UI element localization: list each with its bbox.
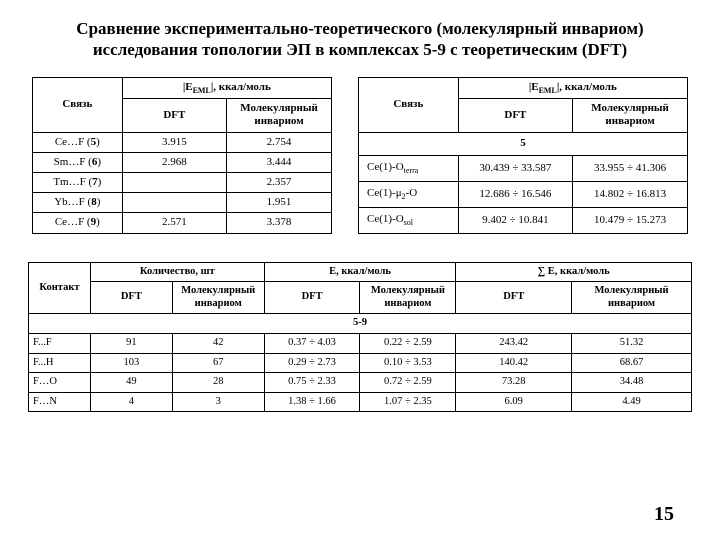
- t3-qd: 4: [90, 392, 172, 412]
- page: Сравнение экспериментально-теоретическог…: [0, 0, 720, 540]
- t2-body: 5: [359, 132, 688, 156]
- t3-em: 0.22 ÷ 2.59: [360, 333, 456, 353]
- table-row: Tm…F (7) 2.357: [33, 173, 332, 193]
- t1-dft: [122, 193, 226, 213]
- t1-mi: 3.444: [227, 152, 332, 172]
- t2-mi: 33.955 ÷ 41.306: [573, 156, 688, 182]
- t1-dft: [122, 173, 226, 193]
- table-row: Yb…F (8) 1.951: [33, 193, 332, 213]
- t3-head-e: E, ккал/моль: [264, 262, 456, 282]
- t3-head-sum: ∑ E, ккал/моль: [456, 262, 692, 282]
- t1-mi: 1.951: [227, 193, 332, 213]
- t3-contact: F...F: [29, 333, 91, 353]
- t3-qd: 49: [90, 373, 172, 393]
- t3-ed: 0.29 ÷ 2.73: [264, 353, 360, 373]
- t3-sd: 73.28: [456, 373, 572, 393]
- page-number: 15: [654, 503, 674, 526]
- t1-bond: Ce…F (5): [33, 132, 123, 152]
- t3-head-contact: Контакт: [29, 262, 91, 314]
- t2-head-energy: |EEML|, ккал/моль: [458, 77, 687, 99]
- t1-sub-dft: DFT: [122, 99, 226, 132]
- t2-bond: Ce(1)-Osol: [359, 207, 459, 233]
- t3-qd: 91: [90, 333, 172, 353]
- t3-em: 1.07 ÷ 2.35: [360, 392, 456, 412]
- t2-dft: 30.439 ÷ 33.587: [458, 156, 573, 182]
- table-bond-energy-left: Связь |EEML|, ккал/моль DFT Молекулярный…: [32, 77, 332, 234]
- t2-bond: Ce(1)-Oterra: [359, 156, 459, 182]
- table-row: F…O 49 28 0.75 ÷ 2.33 0.72 ÷ 2.59 73.28 …: [29, 373, 692, 393]
- t3-contact: F...H: [29, 353, 91, 373]
- t2-dft: 9.402 ÷ 10.841: [458, 207, 573, 233]
- t2-head-bond: Связь: [359, 77, 459, 132]
- table-row: F...F 91 42 0.37 ÷ 4.03 0.22 ÷ 2.59 243.…: [29, 333, 692, 353]
- t3-section-row: 5-9: [29, 314, 692, 334]
- t3-qty-dft: DFT: [90, 282, 172, 314]
- t3-sm: 51.32: [572, 333, 692, 353]
- t3-body: 5-9: [29, 314, 692, 334]
- t3-sum-mi: Молекулярный инвариом: [572, 282, 692, 314]
- t3-qm: 28: [172, 373, 264, 393]
- t1-dft: 2.571: [122, 213, 226, 233]
- table-contacts: Контакт Количество, шт E, ккал/моль ∑ E,…: [28, 262, 692, 413]
- t1-mi: 2.357: [227, 173, 332, 193]
- t3-qm: 42: [172, 333, 264, 353]
- t3-sd: 6.09: [456, 392, 572, 412]
- t2-rows: Ce(1)-Oterra 30.439 ÷ 33.587 33.955 ÷ 41…: [359, 156, 688, 233]
- t3-sm: 68.67: [572, 353, 692, 373]
- t1-bond: Ce…F (9): [33, 213, 123, 233]
- t2-dft: 12.686 ÷ 16.546: [458, 182, 573, 208]
- t3-ed: 0.75 ÷ 2.33: [264, 373, 360, 393]
- page-title: Сравнение экспериментально-теоретическог…: [28, 18, 692, 61]
- t1-mi: 3.378: [227, 213, 332, 233]
- t3-sd: 140.42: [456, 353, 572, 373]
- t1-dft: 2.968: [122, 152, 226, 172]
- t3-contact: F…O: [29, 373, 91, 393]
- t3-qty-mi: Молекулярный инвариом: [172, 282, 264, 314]
- t1-mi: 2.754: [227, 132, 332, 152]
- t3-section-label: 5-9: [29, 314, 692, 334]
- t1-head-bond: Связь: [33, 77, 123, 132]
- t3-ed: 0.37 ÷ 4.03: [264, 333, 360, 353]
- t3-sm: 4.49: [572, 392, 692, 412]
- t2-mi: 10.479 ÷ 15.273: [573, 207, 688, 233]
- t3-e-dft: DFT: [264, 282, 360, 314]
- t1-bond: Sm…F (6): [33, 152, 123, 172]
- table-bond-energy-right: Связь |EEML|, ккал/моль DFT Молекулярный…: [358, 77, 688, 234]
- t3-qm: 67: [172, 353, 264, 373]
- top-tables-row: Связь |EEML|, ккал/моль DFT Молекулярный…: [28, 77, 692, 234]
- t2-sub-dft: DFT: [458, 99, 573, 132]
- t1-bond: Yb…F (8): [33, 193, 123, 213]
- t3-head-qty: Количество, шт: [90, 262, 264, 282]
- t3-em: 0.10 ÷ 3.53: [360, 353, 456, 373]
- t3-qm: 3: [172, 392, 264, 412]
- t2-bond: Ce(1)-μ2-O: [359, 182, 459, 208]
- t1-bond: Tm…F (7): [33, 173, 123, 193]
- table-row: Ce(1)-Oterra 30.439 ÷ 33.587 33.955 ÷ 41…: [359, 156, 688, 182]
- table-row: Ce(1)-μ2-O 12.686 ÷ 16.546 14.802 ÷ 16.8…: [359, 182, 688, 208]
- t1-body: Ce…F (5) 3.915 2.754 Sm…F (6) 2.968 3.44…: [33, 132, 332, 233]
- t1-sub-mi: Молекулярный инвариом: [227, 99, 332, 132]
- t3-sum-dft: DFT: [456, 282, 572, 314]
- t1-head-energy: |EEML|, ккал/моль: [122, 77, 331, 99]
- t3-e-mi: Молекулярный инвариом: [360, 282, 456, 314]
- table-row: Ce(1)-Osol 9.402 ÷ 10.841 10.479 ÷ 15.27…: [359, 207, 688, 233]
- t3-contact: F…N: [29, 392, 91, 412]
- t3-sm: 34.48: [572, 373, 692, 393]
- t2-section-row: 5: [359, 132, 688, 156]
- t1-dft: 3.915: [122, 132, 226, 152]
- t3-em: 0.72 ÷ 2.59: [360, 373, 456, 393]
- t3-ed: 1.38 ÷ 1.66: [264, 392, 360, 412]
- t3-sd: 243.42: [456, 333, 572, 353]
- t2-sub-mi: Молекулярный инвариом: [573, 99, 688, 132]
- table-row: Ce…F (9) 2.571 3.378: [33, 213, 332, 233]
- table-row: Ce…F (5) 3.915 2.754: [33, 132, 332, 152]
- t3-rows: F...F 91 42 0.37 ÷ 4.03 0.22 ÷ 2.59 243.…: [29, 333, 692, 411]
- t2-mi: 14.802 ÷ 16.813: [573, 182, 688, 208]
- t3-qd: 103: [90, 353, 172, 373]
- table-row: F...H 103 67 0.29 ÷ 2.73 0.10 ÷ 3.53 140…: [29, 353, 692, 373]
- table-row: Sm…F (6) 2.968 3.444: [33, 152, 332, 172]
- table-row: F…N 4 3 1.38 ÷ 1.66 1.07 ÷ 2.35 6.09 4.4…: [29, 392, 692, 412]
- t2-section-label: 5: [359, 132, 688, 156]
